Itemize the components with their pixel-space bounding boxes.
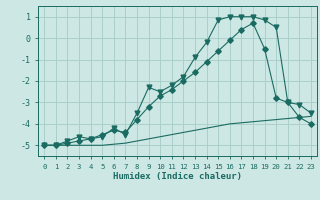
X-axis label: Humidex (Indice chaleur): Humidex (Indice chaleur) (113, 172, 242, 181)
